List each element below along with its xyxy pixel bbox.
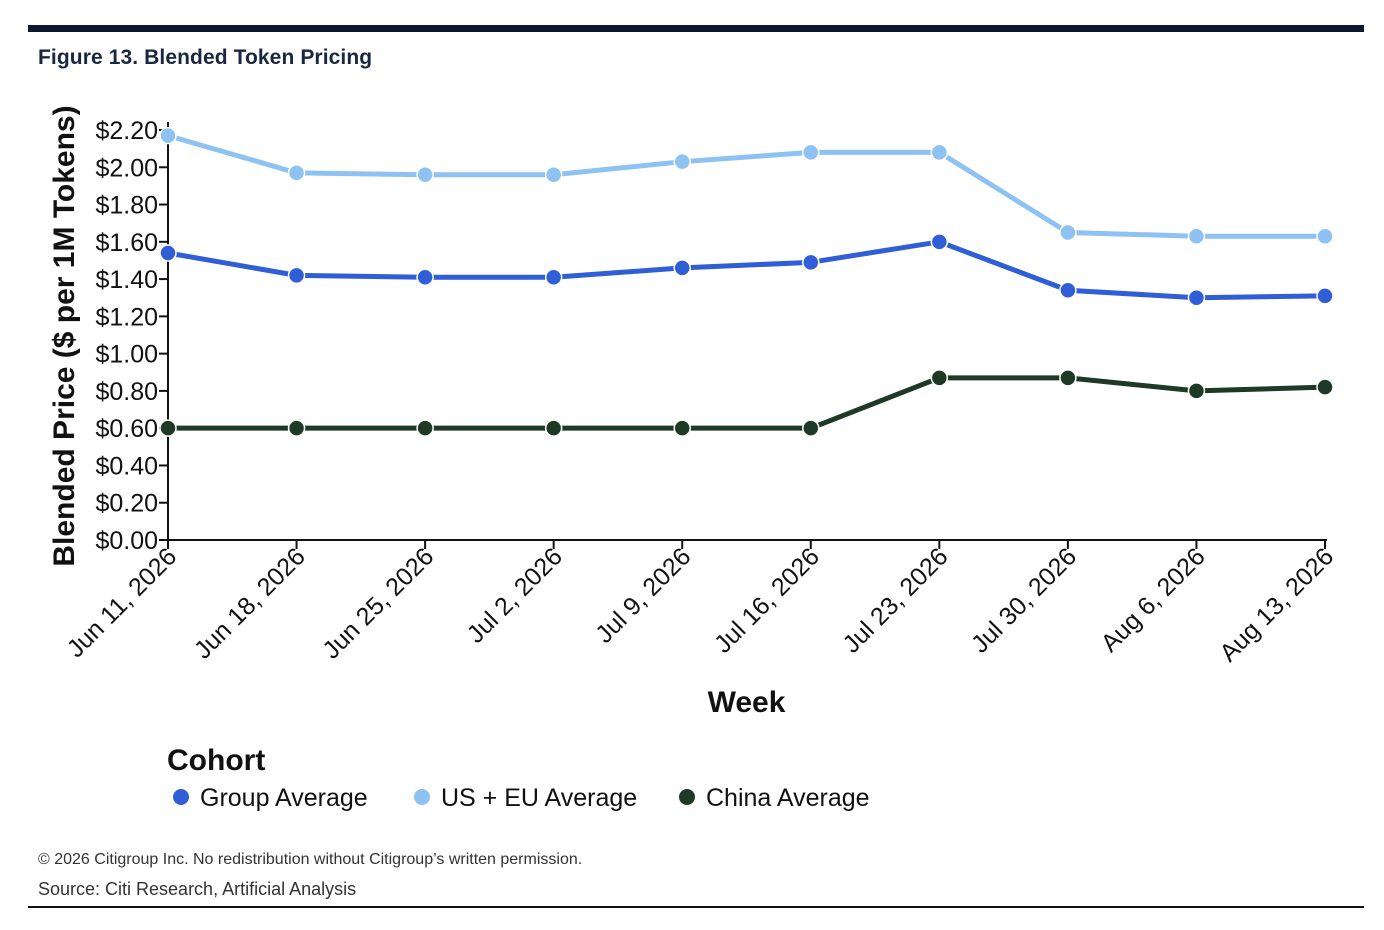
data-point-us-eu-average: [1059, 223, 1077, 242]
y-tick-label: $0.00: [95, 527, 158, 555]
x-tick-label: Jul 23, 2026: [837, 542, 953, 658]
data-point-us-eu-average: [673, 152, 691, 171]
series-line-us-eu-average: [165, 133, 1328, 239]
y-tick-label: $0.80: [95, 378, 158, 406]
data-point-us-eu-average: [930, 143, 949, 162]
legend-marker-china-average: [679, 789, 695, 805]
data-point-group-average: [802, 253, 820, 272]
data-point-china-average: [416, 419, 434, 437]
data-point-group-average: [673, 259, 691, 277]
data-point-china-average: [1316, 378, 1334, 396]
y-tick-label: $1.00: [95, 341, 158, 369]
data-point-us-eu-average: [159, 126, 177, 145]
series-line-china-average: [165, 375, 1328, 431]
legend-marker-us-eu-average: [414, 789, 430, 805]
y-tick-label: $1.20: [95, 303, 158, 331]
x-tick-label: Jul 30, 2026: [966, 542, 1082, 658]
data-point-china-average: [673, 419, 691, 437]
x-tick-label: Jul 16, 2026: [709, 542, 825, 658]
x-tick-label: Jun 18, 2026: [189, 542, 311, 664]
data-point-group-average: [544, 268, 563, 286]
y-tick-label: $0.60: [95, 415, 158, 443]
y-tick-label: $0.40: [95, 452, 158, 480]
data-point-group-average: [1187, 288, 1206, 307]
y-tick-label: $1.40: [95, 266, 158, 294]
data-point-us-eu-average: [802, 143, 820, 162]
top-rule: [28, 25, 1364, 32]
data-point-china-average: [1187, 382, 1206, 400]
y-tick-label: $2.00: [95, 154, 158, 182]
data-point-china-average: [1059, 369, 1077, 387]
legend-marker-group-average: [173, 789, 189, 805]
source-note: Source: Citi Research, Artificial Analys…: [38, 879, 357, 899]
legend-label-group-average: Group Average: [200, 784, 368, 812]
x-tick-label: Jul 2, 2026: [462, 542, 568, 648]
data-point-us-eu-average: [1187, 227, 1206, 245]
data-point-group-average: [930, 233, 949, 251]
x-tick-label: Aug 6, 2026: [1096, 542, 1211, 657]
x-tick-label: Jun 25, 2026: [317, 542, 439, 664]
y-tick-label: $0.20: [95, 490, 158, 518]
copyright-note: © 2026 Citigroup Inc. No redistribution …: [38, 851, 583, 868]
figure-title: Figure 13. Blended Token Pricing: [38, 46, 373, 69]
data-point-us-eu-average: [544, 165, 563, 184]
data-point-us-eu-average: [287, 164, 306, 182]
data-point-us-eu-average: [1316, 227, 1334, 245]
bottom-rule: [28, 906, 1364, 908]
data-point-china-average: [159, 419, 177, 437]
data-point-group-average: [1059, 281, 1077, 300]
y-tick-label: $2.20: [95, 117, 158, 145]
x-axis-title: Week: [708, 686, 786, 719]
legend-title: Cohort: [167, 744, 265, 777]
legend-label-china-average: China Average: [706, 784, 870, 812]
data-point-china-average: [802, 419, 820, 437]
legend-label-us-eu-average: US + EU Average: [441, 784, 637, 812]
y-tick-label: $1.80: [95, 192, 158, 220]
data-point-us-eu-average: [416, 165, 434, 184]
data-point-china-average: [930, 369, 949, 387]
data-point-group-average: [159, 244, 177, 262]
y-axis-title: Blended Price ($ per 1M Tokens): [48, 105, 81, 566]
data-point-group-average: [1316, 287, 1334, 305]
series-line-group-average: [165, 239, 1328, 301]
x-tick-label: Jul 9, 2026: [590, 542, 696, 648]
y-tick-label: $1.60: [95, 229, 158, 257]
data-point-group-average: [416, 268, 434, 286]
x-tick-label: Aug 13, 2026: [1214, 542, 1339, 667]
data-point-china-average: [287, 419, 306, 437]
data-point-group-average: [287, 266, 306, 285]
data-point-china-average: [544, 419, 563, 437]
